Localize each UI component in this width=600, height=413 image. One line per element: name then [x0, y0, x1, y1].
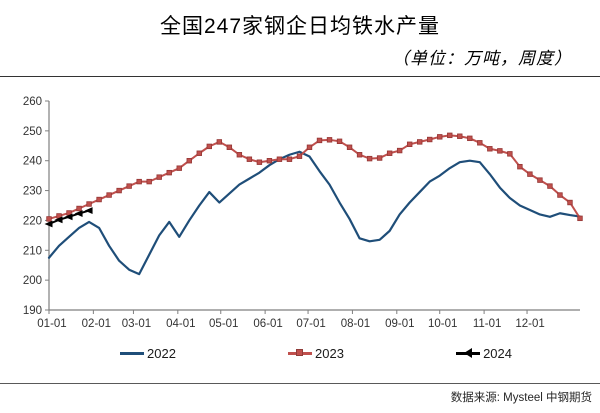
x-axis-tick-label: 07-01 [296, 318, 325, 330]
series-line-2022 [47, 150, 582, 276]
page-title: 全国247家钢企日均铁水产量 [159, 15, 441, 38]
x-axis-tick-label: 02-01 [82, 318, 111, 330]
chart-unit-note: （单位：万吨，周度） [392, 49, 572, 68]
x-axis-tick-label: 11-01 [473, 318, 502, 330]
footer-divider [0, 383, 600, 384]
y-axis-tick-label: 240 [23, 156, 42, 168]
legend-line-swatch-2022 [120, 352, 144, 355]
legend-item-2022: 2022 [120, 346, 176, 361]
chart-canvas: 190 200 210 220 230 240 250 260 01-01 02-01 03-01 0… [23, 96, 583, 330]
y-axis-tick-label: 230 [23, 186, 42, 198]
chart-legend: 2022 2023 2024 [0, 346, 600, 361]
y-axis-tick-label: 250 [23, 126, 42, 138]
title-divider [0, 76, 600, 77]
legend-item-2023: 2023 [288, 346, 344, 361]
x-axis-tick-label: 12-01 [515, 318, 544, 330]
legend-label-2022: 2022 [147, 346, 176, 361]
y-axis-tick-label: 210 [23, 245, 42, 257]
legend-label-2023: 2023 [315, 346, 344, 361]
x-axis-tick-label: 05-01 [209, 318, 238, 330]
x-axis-tick-label: 08-01 [341, 318, 370, 330]
y-axis-tick-label: 220 [23, 215, 42, 227]
x-axis-tick-label: 06-01 [253, 318, 282, 330]
x-axis-tick-label: 10-01 [428, 318, 457, 330]
x-axis-tick-label: 09-01 [385, 318, 414, 330]
x-axis-tick-label: 03-01 [122, 318, 151, 330]
line-chart: 190 200 210 220 230 240 250 260 01-01 02-01 03-01 0… [0, 88, 600, 340]
series-line-2023 [48, 134, 581, 220]
legend-line-swatch-2023 [288, 349, 313, 357]
legend-triangle-marker-icon [464, 348, 473, 359]
x-axis-tick-label: 04-01 [166, 318, 195, 330]
x-axis-tick-label: 01-01 [37, 318, 66, 330]
legend-label-2024: 2024 [483, 346, 512, 361]
y-axis-tick-label: 260 [23, 96, 42, 108]
legend-square-marker-icon [296, 349, 304, 357]
y-axis-tick-label: 200 [23, 275, 42, 287]
data-source-label: 数据来源: Mysteel 中钢期货 [450, 392, 592, 404]
legend-line-swatch-2024 [456, 348, 481, 359]
y-axis-tick-label: 190 [23, 305, 42, 317]
legend-item-2024: 2024 [456, 346, 512, 361]
